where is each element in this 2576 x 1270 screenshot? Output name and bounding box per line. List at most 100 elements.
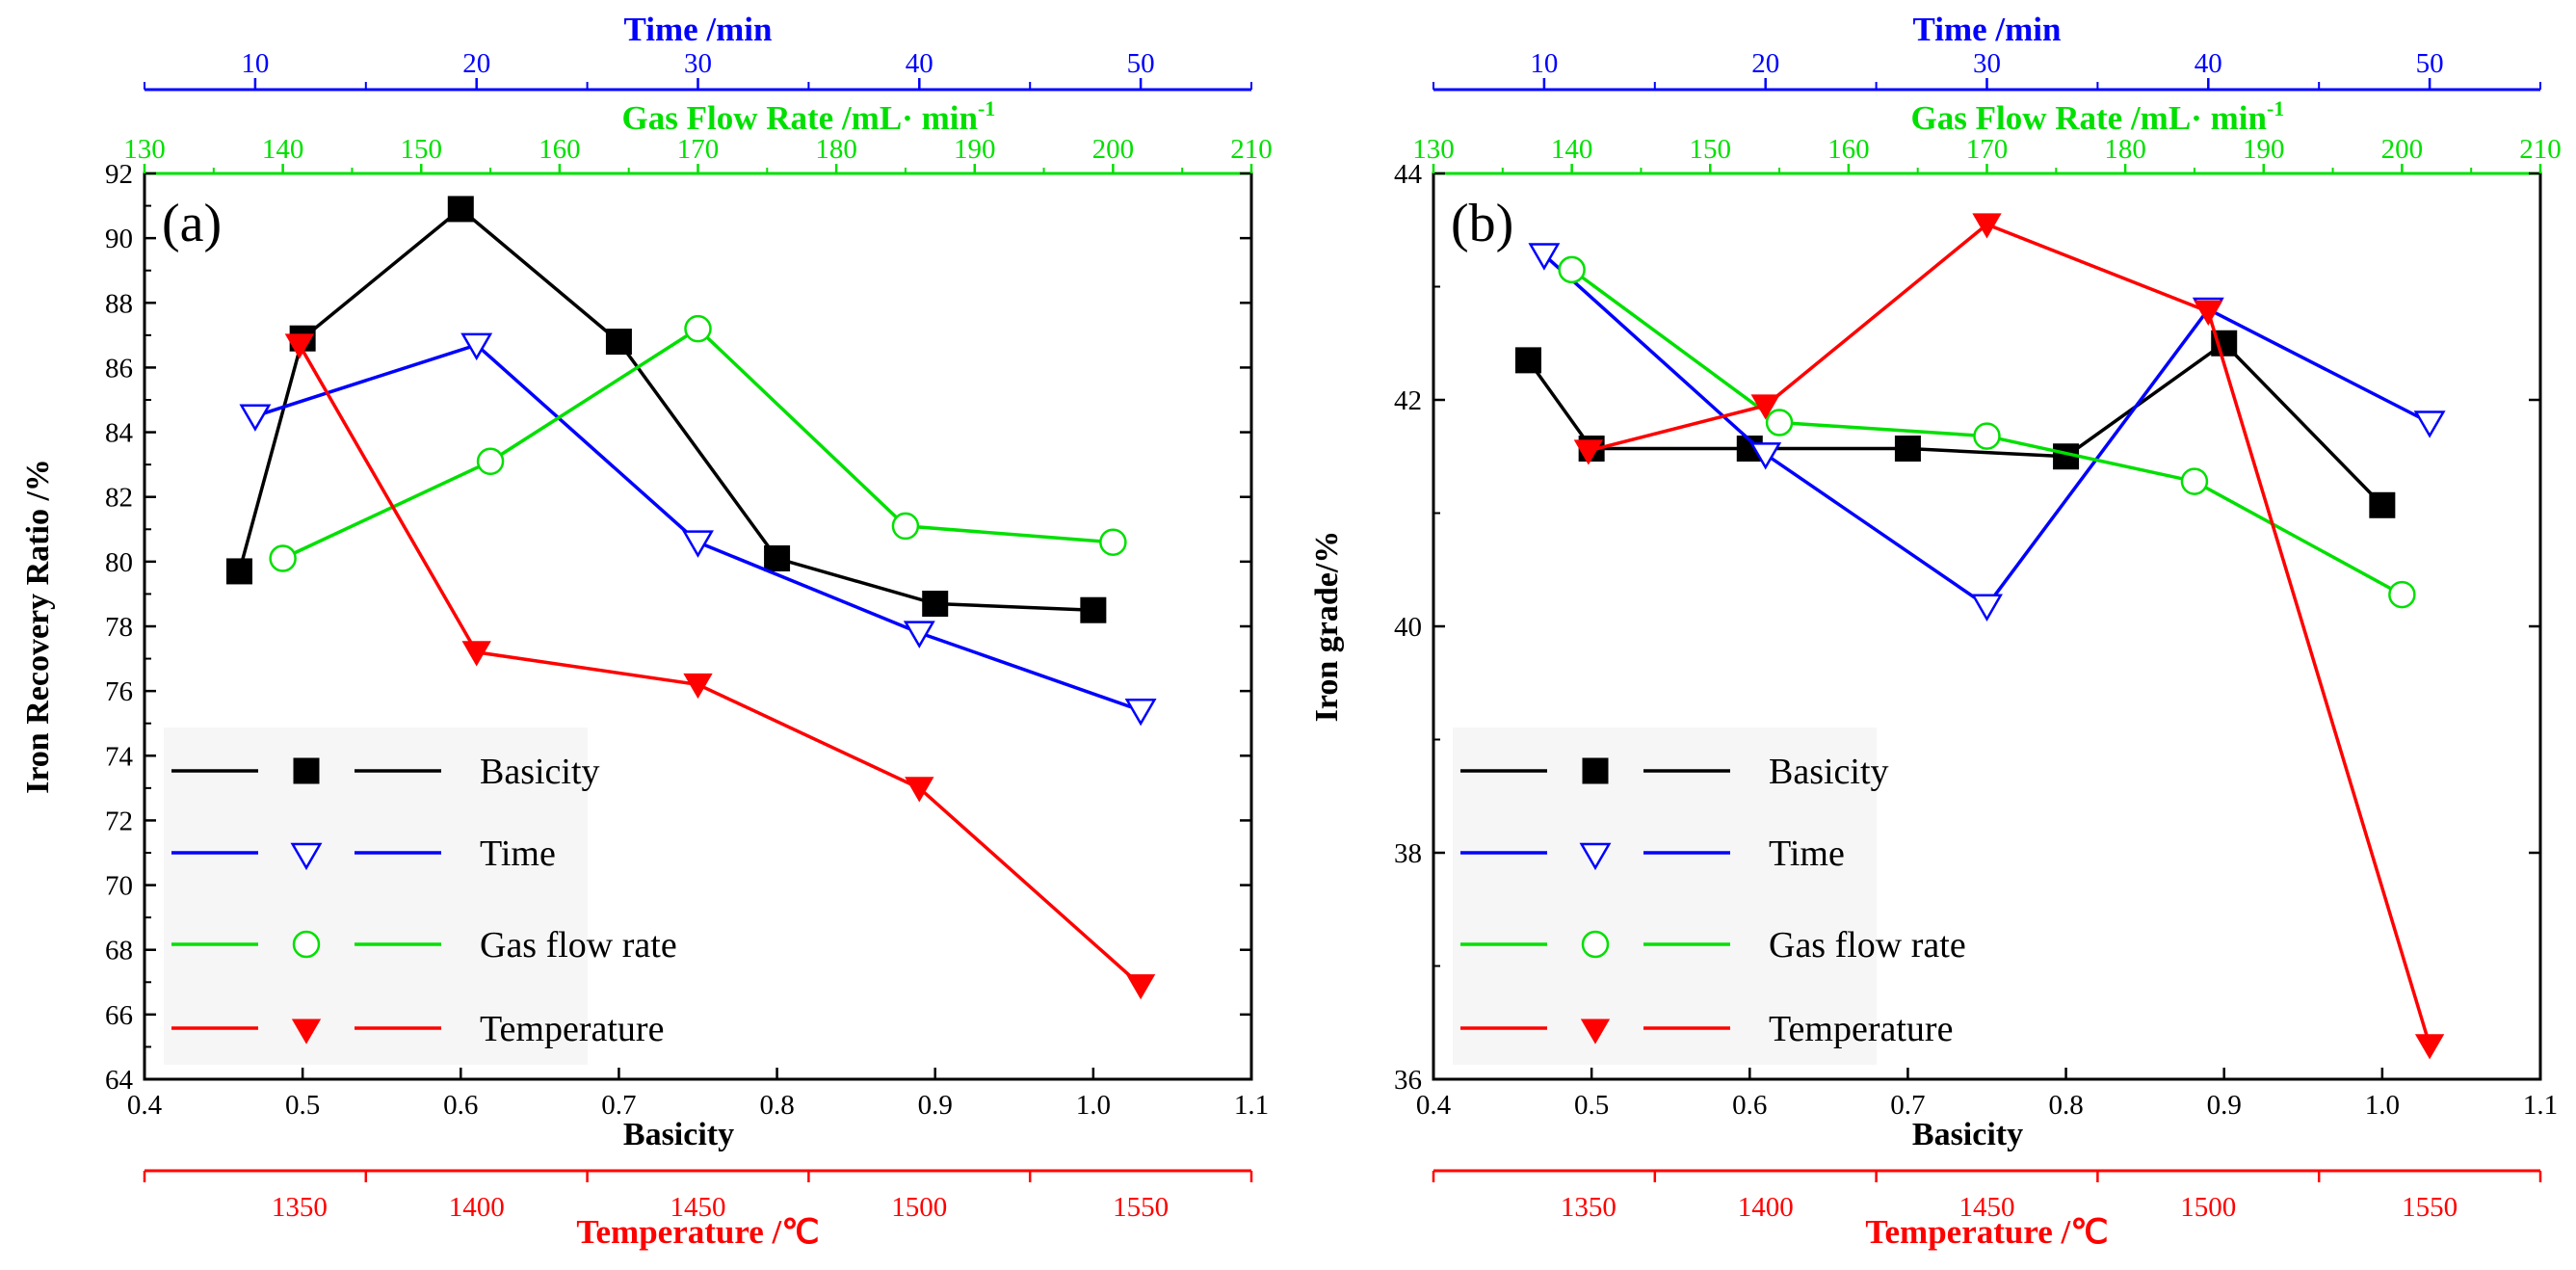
gas-flow-tick-label: 130 bbox=[123, 134, 166, 165]
data-point-circle bbox=[891, 512, 920, 541]
data-point-circle bbox=[2388, 580, 2416, 609]
data-point-circle bbox=[476, 447, 505, 476]
data-point-triangle bbox=[683, 673, 713, 700]
time-tick-label: 50 bbox=[1127, 48, 1155, 79]
legend-label: Temperature bbox=[480, 1009, 664, 1049]
y-tick-label: 80 bbox=[105, 547, 133, 578]
data-point-triangle-open bbox=[239, 404, 272, 432]
temperature-axis-label: Temperature /℃ bbox=[1865, 1213, 2108, 1251]
series-line bbox=[237, 206, 1093, 612]
series-gas-flow-rate bbox=[269, 314, 1127, 572]
gas-flow-tick-label: 140 bbox=[1551, 134, 1593, 165]
gas-flow-tick-label: 180 bbox=[2104, 134, 2146, 165]
x-axis-label: Basicity bbox=[623, 1117, 734, 1152]
data-point-triangle-open bbox=[1749, 442, 1782, 470]
data-point-triangle-open bbox=[682, 530, 714, 558]
y-tick-label: 68 bbox=[105, 936, 133, 966]
data-point-circle bbox=[684, 314, 712, 343]
data-point-square bbox=[1514, 347, 1541, 374]
gas-flow-tick-label: 180 bbox=[815, 134, 857, 165]
x-tick-label: 1.0 bbox=[1076, 1090, 1111, 1121]
data-point-square bbox=[1894, 436, 1921, 463]
series-temperature bbox=[1573, 213, 2445, 1060]
y-tick-label: 92 bbox=[105, 159, 133, 190]
data-point-triangle-open bbox=[2413, 410, 2446, 438]
temperature-tick-label: 1550 bbox=[2402, 1192, 2458, 1223]
x-tick-label: 0.5 bbox=[1574, 1090, 1609, 1121]
x-tick-label: 0.5 bbox=[285, 1090, 320, 1121]
x-tick-label: 0.4 bbox=[1416, 1090, 1452, 1121]
legend-entry-basicity: Basicity bbox=[1460, 752, 1889, 792]
data-point-circle bbox=[1973, 422, 2001, 450]
series-temperature bbox=[284, 333, 1156, 1000]
data-point-triangle bbox=[284, 333, 315, 359]
x-tick-label: 0.7 bbox=[601, 1090, 636, 1121]
x-tick-label: 0.7 bbox=[1890, 1090, 1925, 1121]
data-point-square bbox=[2369, 491, 2396, 518]
legend-label: Gas flow rate bbox=[1769, 925, 1966, 966]
time-tick-label: 10 bbox=[1530, 48, 1558, 79]
legend-marker bbox=[290, 842, 323, 871]
data-point-triangle bbox=[1125, 974, 1156, 1000]
gas-flow-tick-label: 210 bbox=[2519, 134, 2562, 165]
series-time bbox=[239, 332, 1157, 727]
temperature-tick-label: 1350 bbox=[1561, 1192, 1617, 1223]
data-point-circle bbox=[1765, 409, 1794, 437]
legend-marker bbox=[1582, 757, 1609, 784]
legend-entry-temperature: Temperature bbox=[171, 1009, 664, 1049]
x-axis-label: Basicity bbox=[1912, 1117, 2023, 1152]
y-tick-label: 72 bbox=[105, 806, 133, 836]
legend-marker bbox=[291, 1019, 322, 1045]
legend-label: Temperature bbox=[1769, 1009, 1953, 1049]
data-point-circle bbox=[1099, 528, 1127, 556]
gas-flow-axis-label-superscript: -1 bbox=[2267, 96, 2284, 120]
legend-label: Gas flow rate bbox=[480, 925, 677, 966]
data-point-triangle bbox=[1573, 439, 1604, 465]
x-tick-label: 0.6 bbox=[443, 1090, 478, 1121]
y-tick-label: 74 bbox=[105, 741, 134, 772]
y-tick-label: 76 bbox=[105, 676, 133, 707]
gas-flow-tick-label: 170 bbox=[677, 134, 720, 165]
y-tick-label: 44 bbox=[1394, 159, 1423, 190]
data-point-triangle-open bbox=[1528, 243, 1561, 271]
time-tick-label: 30 bbox=[684, 48, 712, 79]
x-tick-label: 1.1 bbox=[1234, 1090, 1269, 1121]
data-point-circle bbox=[269, 544, 297, 572]
chart-panel-a: 64 66 68 70 72 74 76 78 80 82 84 86 88 90 92 Iron Recov… bbox=[20, 11, 1273, 1251]
y-tick-label: 70 bbox=[105, 871, 133, 902]
legend-label: Time bbox=[1769, 833, 1845, 874]
legend-label: Time bbox=[480, 833, 556, 874]
y-tick-label: 66 bbox=[105, 1000, 133, 1031]
data-point-circle bbox=[2180, 467, 2209, 495]
legend-background bbox=[164, 728, 588, 1065]
data-point-triangle bbox=[1750, 394, 1780, 420]
gas-flow-axis-label: Gas Flow Rate /mL· min-1 bbox=[1911, 96, 2285, 137]
panel-label: (b) bbox=[1451, 194, 1513, 253]
series-basicity bbox=[225, 196, 1107, 623]
legend-marker bbox=[1580, 1019, 1611, 1045]
temperature-axis-label: Temperature /℃ bbox=[576, 1213, 819, 1251]
gas-flow-axis-label-superscript: -1 bbox=[978, 96, 995, 120]
x-tick-label: 1.0 bbox=[2365, 1090, 2400, 1121]
time-axis-label: Time /min bbox=[624, 11, 773, 48]
legend-background bbox=[1453, 728, 1877, 1065]
temperature-tick-label: 1350 bbox=[272, 1192, 328, 1223]
gas-flow-tick-label: 210 bbox=[1230, 134, 1273, 165]
gas-flow-axis-label: Gas Flow Rate /mL· min-1 bbox=[622, 96, 996, 137]
x-tick-label: 0.9 bbox=[2207, 1090, 2242, 1121]
temperature-tick-label: 1550 bbox=[1113, 1192, 1169, 1223]
data-point-triangle-open bbox=[460, 332, 493, 361]
data-point-square bbox=[225, 558, 252, 585]
legend-label: Basicity bbox=[1769, 752, 1889, 792]
time-tick-label: 40 bbox=[2195, 48, 2222, 79]
legend-entry-basicity: Basicity bbox=[171, 752, 600, 792]
series-line bbox=[1527, 340, 2384, 507]
legend-marker bbox=[1579, 842, 1612, 871]
time-tick-label: 10 bbox=[241, 48, 269, 79]
data-point-triangle bbox=[905, 777, 934, 803]
series-gas-flow-rate bbox=[1558, 255, 2416, 609]
temperature-tick-label: 1450 bbox=[670, 1192, 726, 1223]
chart-panel-b: 36 38 40 42 44 Iron grade/% 0.4 0.5 0.6 0.7 0.8 0.9… bbox=[1309, 11, 2562, 1251]
panel-label: (a) bbox=[162, 194, 222, 253]
